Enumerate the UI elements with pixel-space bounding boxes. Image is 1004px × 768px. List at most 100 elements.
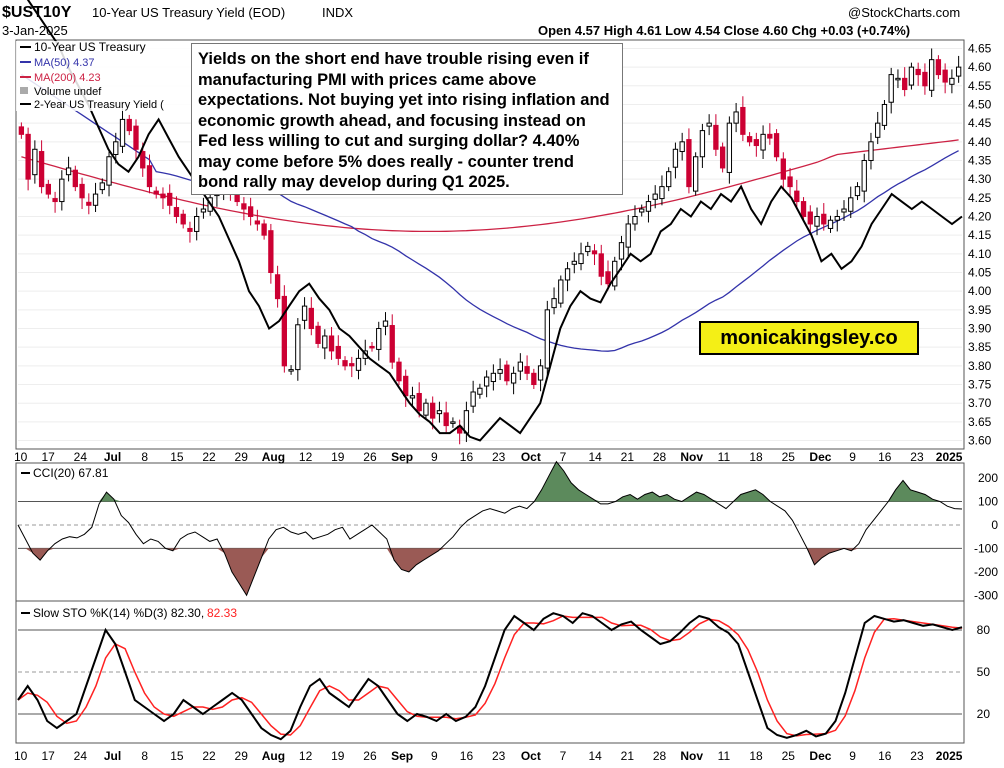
price-tick-label: 4.10 [968,247,992,261]
candle-body [450,421,456,424]
watermark-badge[interactable]: monicakingsley.co [699,321,919,355]
x-tick-label: Jul [104,749,121,763]
x-tick-label: 28 [653,450,667,464]
price-tick-label: 4.45 [968,116,992,130]
candle-body [403,375,409,397]
candle-body [821,213,827,225]
legend-volume-swatch [20,87,28,94]
candle-body [875,122,881,138]
x-tick-label: 8 [141,749,148,763]
x-tick-label: Dec [809,749,831,763]
sto-tick-label: 80 [977,623,991,637]
candle-body [173,207,180,217]
candle-body [841,208,847,213]
price-tick-label: 4.50 [968,97,992,111]
ma200-path [21,139,959,233]
candle-body [807,211,813,225]
candle-body [281,295,288,367]
x-tick-label: 21 [621,749,635,763]
candle-body [585,245,591,253]
x-tick-label: 26 [363,749,377,763]
candle-body [18,126,25,135]
candle-body [659,186,665,200]
candle-body [25,133,31,180]
candle-body [436,410,443,415]
ma50-line [21,74,959,352]
candle-body [86,201,92,206]
candle-body [915,68,921,76]
candle-body [382,320,389,327]
candle-body [639,208,645,213]
candle-body [140,151,146,169]
price-tick-label: 4.65 [968,41,992,55]
candle-body [942,69,948,83]
candle-body [760,133,766,151]
sto-k-line [17,612,963,741]
candle-body [328,335,335,352]
x-tick-label: 8 [141,450,148,464]
candle-body [571,260,577,265]
x-tick-label: 23 [492,749,506,763]
candle-body [928,59,935,91]
x-tick-label: 9 [849,749,856,763]
cci-tick-label: 100 [978,495,998,509]
candle-body [537,365,544,381]
price-tick-label: 4.60 [968,60,992,74]
price-tick-label: 4.40 [968,135,992,149]
candle-body [315,325,321,344]
x-tick-label: Dec [809,450,831,464]
x-tick-label: 29 [235,450,249,464]
candle-body [686,139,692,188]
x-tick-label: 11 [718,450,731,464]
cci-tick-label: -300 [974,588,998,602]
candle-body [409,395,416,399]
candle-body [79,183,85,199]
sto-panel-frame [15,600,965,744]
candle-body [416,392,422,412]
sto-y-axis: 80 50 20 [977,623,991,721]
candle-body [706,122,712,127]
x-tick-label: Nov [680,450,703,464]
x-tick-label: 7 [560,749,567,763]
two-year-path [26,0,963,442]
candle-body [194,215,200,232]
cci-tick-label: 0 [991,518,998,532]
candle-body [247,206,254,217]
x-tick-label: 15 [170,749,184,763]
candle-body [369,345,375,349]
candle-body [355,357,362,371]
candle-body [814,215,820,227]
legend-ma50: MA(50) 4.37 [34,57,95,69]
candle-body [510,372,517,384]
candle-body [160,193,166,199]
brand-label[interactable]: @StockCharts.com [848,5,960,20]
price-tick-label: 4.20 [968,209,992,223]
x-tick-label: 18 [749,749,763,763]
candle-body [167,192,173,206]
x-tick-label: 11 [718,749,731,763]
candle-body [598,253,604,277]
candle-body [477,387,483,395]
candle-body [349,363,355,367]
x-tick-label: 14 [589,450,603,464]
instrument-name: 10-Year US Treasury Yield (EOD) [92,5,285,20]
cci-overbought-area [18,461,962,502]
candle-body [504,364,510,382]
candle-body [746,136,753,143]
x-tick-label: 19 [331,749,345,763]
legend-ma200: MA(200) 4.23 [34,72,101,84]
x-tick-label: 28 [653,749,667,763]
price-tick-label: 4.55 [968,79,992,93]
x-tick-label: 14 [589,749,603,763]
sto-lines [17,612,963,741]
candle-body [153,190,159,195]
cci-area [17,460,963,597]
candle-body [490,372,497,383]
x-tick-label: Sep [391,450,413,464]
candle-body [72,169,78,188]
cci-y-axis: 200 100 0 -100 -200 -300 [974,471,998,602]
candle-body [517,361,524,372]
price-tick-label: 4.35 [968,153,992,167]
candle-body [902,77,908,91]
candle-body [113,141,119,156]
